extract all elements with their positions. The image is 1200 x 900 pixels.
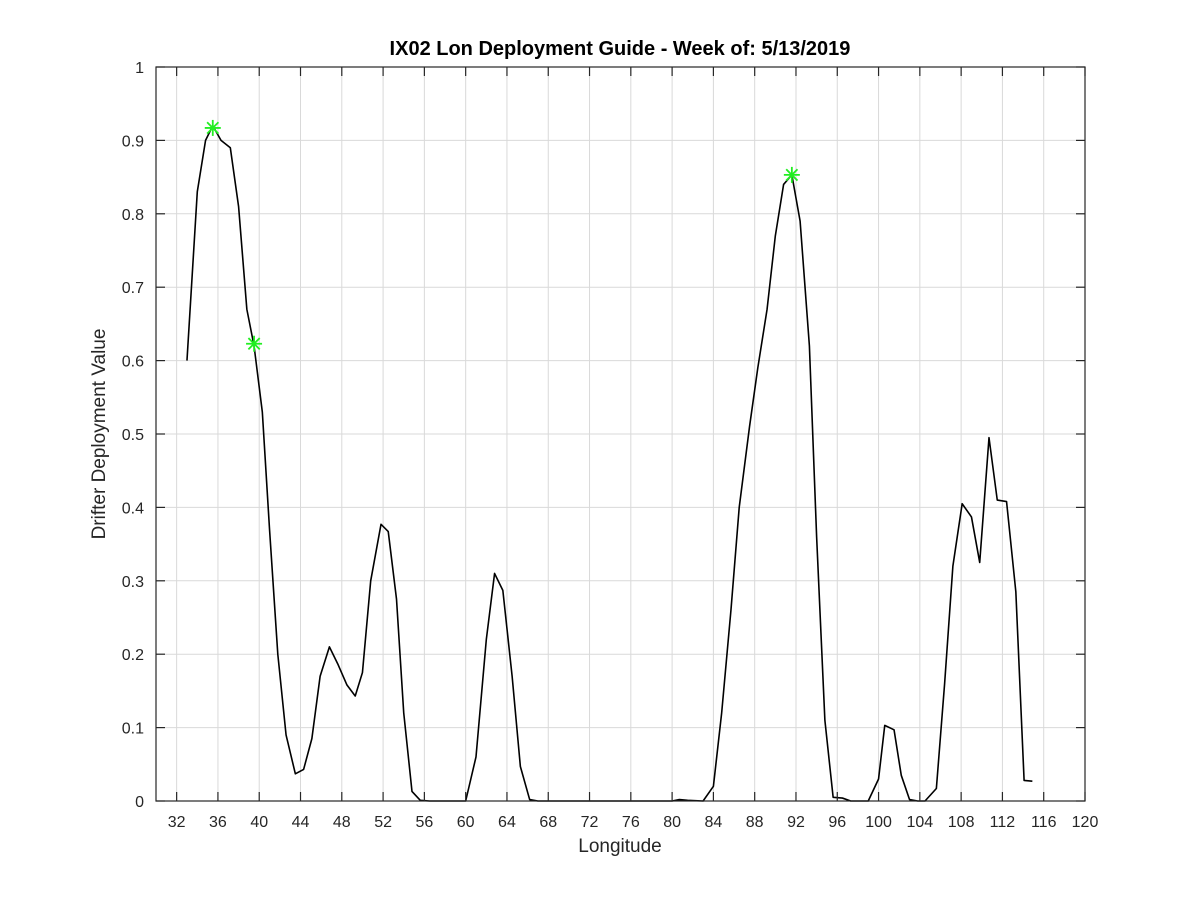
y-tick-label: 0.2	[122, 647, 144, 664]
chart-title: IX02 Lon Deployment Guide - Week of: 5/1…	[390, 38, 851, 60]
ticks	[156, 66, 1086, 802]
y-tick-label: 0.4	[122, 500, 144, 517]
x-tick-label: 40	[250, 814, 268, 831]
x-tick-label: 68	[539, 814, 557, 831]
series-line	[186, 124, 1033, 802]
x-tick-label: 104	[906, 814, 933, 831]
x-tick-label: 92	[787, 814, 805, 831]
series-layer	[186, 124, 1033, 802]
x-tick-label: 100	[865, 814, 892, 831]
x-axis-label: Longitude	[578, 836, 661, 857]
x-tick-label: 36	[209, 814, 227, 831]
star-marker	[246, 335, 263, 352]
x-tick-label: 96	[828, 814, 846, 831]
y-tick-labels: 0 0.1 0.2 0.3 0.4 0.5 0.6 0.7 0.8 0.9 1	[122, 60, 144, 811]
x-tick-label: 52	[374, 814, 392, 831]
star-marker-stroke	[206, 121, 220, 135]
x-tick-label: 76	[622, 814, 640, 831]
grid	[156, 66, 1086, 802]
y-tick-label: 0.3	[122, 574, 144, 591]
y-tick-label: 0.7	[122, 280, 144, 297]
y-tick-label: 0.1	[122, 721, 144, 738]
y-axis-label: Drifter Deployment Value	[89, 329, 110, 540]
x-tick-label: 108	[948, 814, 975, 831]
y-tick-label: 0	[135, 794, 144, 811]
y-tick-label: 0.5	[122, 427, 144, 444]
x-tick-label: 120	[1072, 814, 1099, 831]
marker-layer	[204, 119, 800, 352]
x-tick-label: 48	[333, 814, 351, 831]
x-tick-label: 112	[990, 814, 1016, 831]
x-tick-labels: 32 36 40 44 48 52 56 60 64 68 72 76 80 84 88 92 96 100 104…	[168, 814, 1099, 831]
x-tick-label: 84	[705, 814, 723, 831]
x-tick-label: 32	[168, 814, 186, 831]
x-tick-label: 72	[581, 814, 599, 831]
star-marker-stroke	[785, 168, 799, 182]
y-tick-label: 0.8	[122, 207, 144, 224]
y-tick-label: 0.9	[122, 133, 144, 150]
star-marker	[204, 119, 221, 136]
y-tick-label: 0.6	[122, 354, 144, 371]
x-tick-label: 56	[415, 814, 433, 831]
x-tick-label: 80	[663, 814, 681, 831]
x-tick-label: 88	[746, 814, 764, 831]
x-tick-label: 64	[498, 814, 516, 831]
y-tick-label: 1	[135, 60, 144, 77]
x-tick-label: 116	[1031, 814, 1057, 831]
star-marker-stroke	[247, 337, 261, 351]
star-marker	[783, 166, 800, 183]
x-tick-label: 60	[457, 814, 475, 831]
x-tick-label: 44	[292, 814, 310, 831]
